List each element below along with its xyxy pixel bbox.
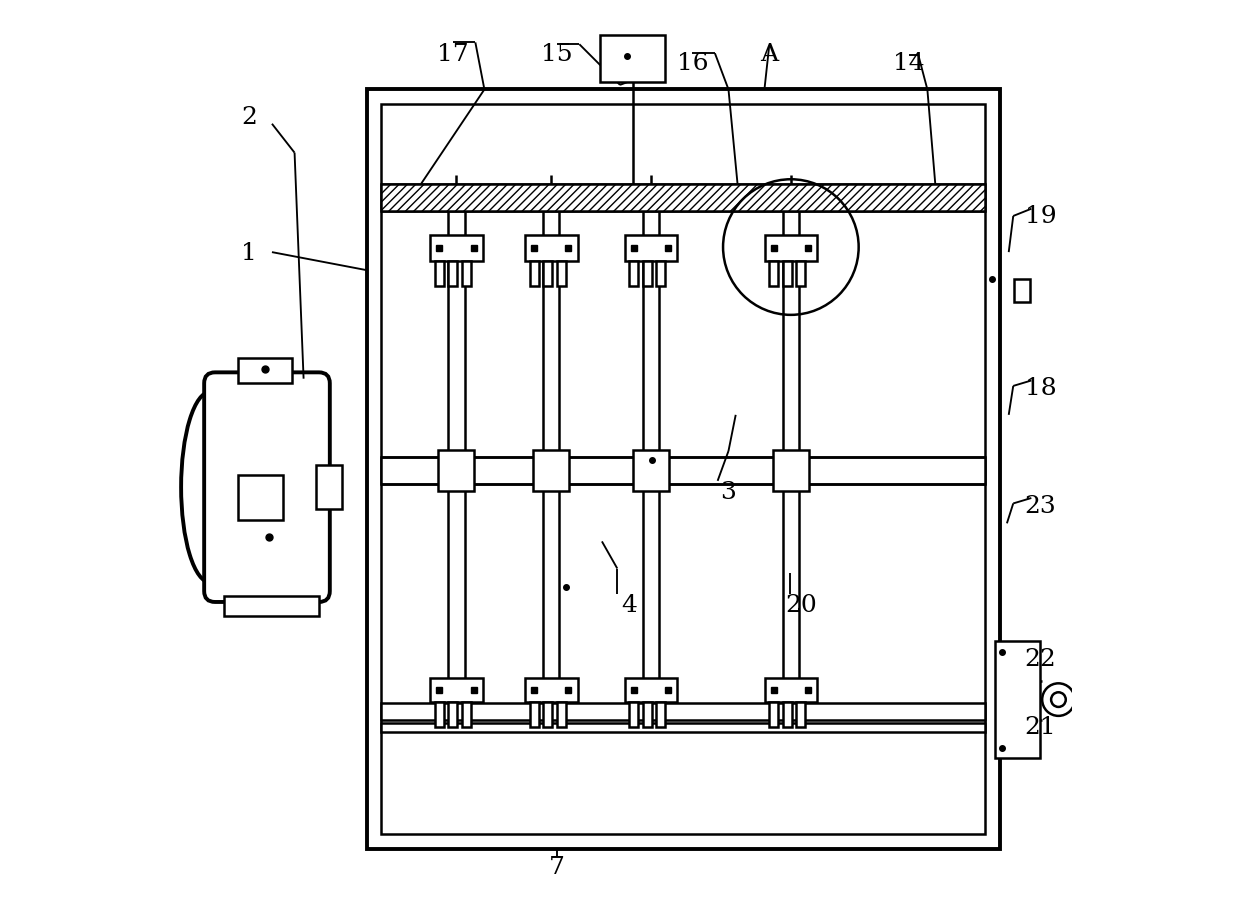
FancyBboxPatch shape bbox=[205, 373, 330, 602]
Text: 3: 3 bbox=[720, 480, 737, 504]
Bar bbox=[382, 703, 986, 720]
Text: 20: 20 bbox=[785, 593, 817, 617]
Text: 16: 16 bbox=[677, 51, 708, 75]
Bar bbox=[529, 261, 538, 286]
Bar bbox=[557, 702, 565, 727]
Bar bbox=[448, 261, 458, 286]
Bar bbox=[543, 261, 552, 286]
Bar bbox=[782, 261, 792, 286]
Bar bbox=[996, 641, 1040, 759]
Bar bbox=[525, 678, 578, 702]
Bar bbox=[632, 451, 668, 492]
Bar bbox=[238, 358, 291, 384]
Text: 7: 7 bbox=[549, 855, 564, 879]
Circle shape bbox=[1042, 684, 1075, 716]
Bar bbox=[600, 36, 665, 83]
Bar bbox=[316, 466, 341, 509]
Text: 4: 4 bbox=[621, 593, 637, 617]
Bar bbox=[543, 702, 552, 727]
Bar bbox=[629, 261, 639, 286]
Bar bbox=[525, 236, 578, 261]
Bar bbox=[461, 702, 471, 727]
Bar bbox=[430, 678, 482, 702]
Bar bbox=[557, 261, 565, 286]
Bar bbox=[625, 678, 677, 702]
Text: 1: 1 bbox=[242, 241, 257, 265]
Bar bbox=[765, 678, 817, 702]
Text: 15: 15 bbox=[541, 42, 573, 66]
Bar bbox=[435, 702, 444, 727]
Bar bbox=[796, 702, 805, 727]
Bar bbox=[435, 261, 444, 286]
Bar bbox=[765, 236, 817, 261]
Text: 23: 23 bbox=[1024, 494, 1056, 517]
Bar bbox=[382, 184, 986, 211]
Bar bbox=[438, 451, 475, 492]
Bar bbox=[782, 702, 792, 727]
Bar bbox=[629, 702, 639, 727]
Text: 19: 19 bbox=[1024, 205, 1056, 228]
Text: 17: 17 bbox=[436, 42, 469, 66]
Bar bbox=[625, 236, 677, 261]
Bar bbox=[382, 458, 986, 485]
Text: 14: 14 bbox=[894, 51, 925, 75]
Bar bbox=[656, 261, 665, 286]
Text: A: A bbox=[760, 42, 779, 66]
Bar bbox=[533, 451, 569, 492]
Bar bbox=[224, 596, 319, 616]
Bar bbox=[461, 261, 471, 286]
Ellipse shape bbox=[181, 392, 239, 583]
Text: 21: 21 bbox=[1024, 715, 1056, 739]
Bar bbox=[796, 261, 805, 286]
Bar bbox=[382, 105, 986, 834]
Bar bbox=[367, 90, 999, 849]
Bar bbox=[769, 702, 779, 727]
Bar bbox=[238, 475, 283, 520]
Bar bbox=[1014, 280, 1030, 303]
Bar bbox=[642, 702, 652, 727]
Bar bbox=[656, 702, 665, 727]
Bar bbox=[642, 261, 652, 286]
Bar bbox=[773, 451, 808, 492]
Bar bbox=[382, 723, 986, 732]
Text: 2: 2 bbox=[242, 106, 257, 129]
Bar bbox=[529, 702, 538, 727]
Text: 18: 18 bbox=[1024, 377, 1056, 400]
Circle shape bbox=[1052, 693, 1065, 707]
Bar bbox=[769, 261, 779, 286]
Bar bbox=[448, 702, 458, 727]
Bar bbox=[430, 236, 482, 261]
Text: 22: 22 bbox=[1024, 647, 1056, 671]
